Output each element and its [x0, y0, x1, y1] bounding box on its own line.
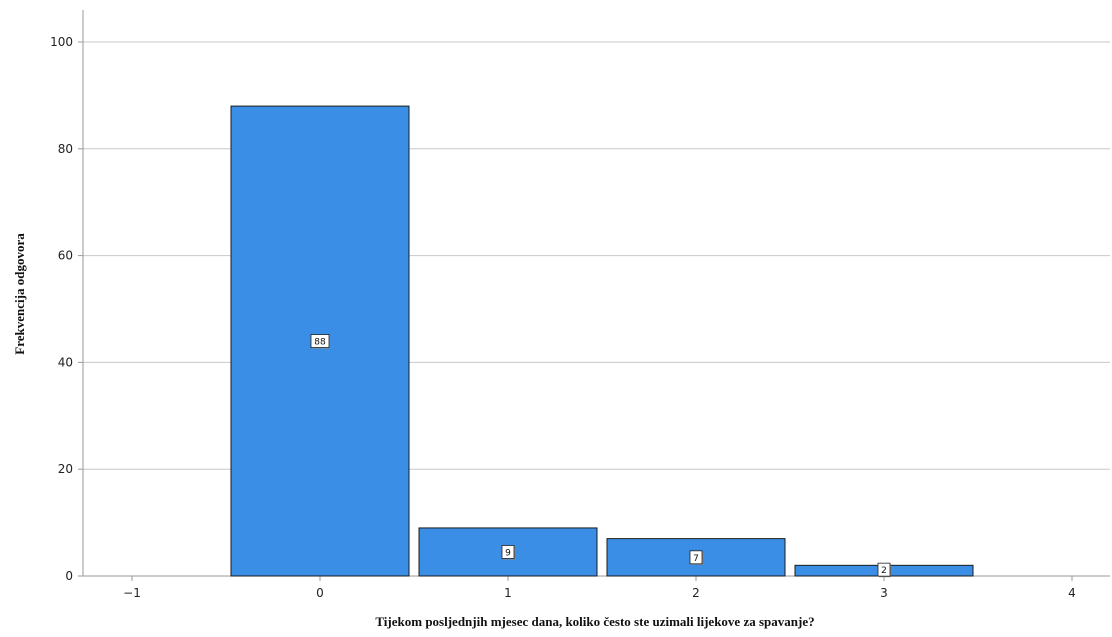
y-tick-label: 80 [58, 142, 73, 156]
data-label-value: 88 [314, 338, 326, 348]
data-labels: 88 9 7 2 [310, 334, 891, 578]
x-tick-label: 4 [1068, 586, 1076, 600]
data-label-value: 7 [693, 554, 699, 564]
y-tick-label: 20 [58, 462, 73, 476]
x-axis-title: Tijekom posljednjih mjesec dana, koliko … [375, 614, 814, 629]
data-label-box [310, 334, 330, 348]
data-label-value: 2 [881, 566, 887, 576]
bars [230, 105, 974, 577]
data-label-1: 9 [501, 545, 515, 560]
y-axis-title: Frekvencija odgovora [12, 233, 27, 355]
y-tick-label: 60 [58, 249, 73, 263]
data-label-box [501, 545, 515, 559]
x-tick-label: 2 [692, 586, 700, 600]
data-label-box [877, 562, 891, 577]
y-tick-label: 100 [50, 35, 73, 49]
data-label-box [689, 550, 703, 565]
y-tick-label: 0 [65, 569, 73, 583]
x-tick-label: 3 [880, 586, 888, 600]
x-tick-label: −1 [123, 586, 141, 600]
x-tick-label: 0 [316, 586, 324, 600]
data-label-0: 88 [310, 334, 330, 349]
x-tick-labels: −1 0 1 2 3 4 [123, 586, 1076, 600]
data-label-value: 9 [505, 548, 511, 558]
data-label-2: 7 [689, 550, 703, 565]
x-tick-label: 1 [504, 586, 512, 600]
y-tick-label: 40 [58, 355, 73, 369]
data-label-3: 2 [877, 562, 891, 578]
y-tick-labels: 0 20 40 60 80 100 [50, 35, 73, 583]
